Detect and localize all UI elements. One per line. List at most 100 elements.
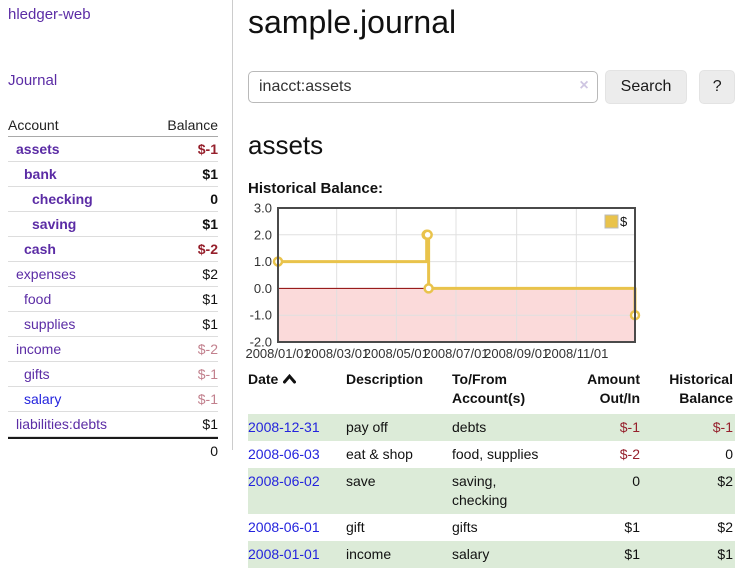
transaction-amount: $-1 bbox=[619, 419, 640, 435]
account-column-header: Account bbox=[8, 117, 59, 133]
account-balance: $1 bbox=[202, 216, 218, 232]
svg-text:2008/11/01: 2008/11/01 bbox=[544, 346, 608, 361]
account-link-food[interactable]: food bbox=[24, 291, 52, 307]
account-link-assets[interactable]: assets bbox=[16, 141, 60, 157]
account-row: supplies $1 bbox=[8, 312, 218, 337]
register-row: 2008-01-01 income salary $1 $1 bbox=[248, 541, 735, 568]
account-row: assets $-1 bbox=[8, 137, 218, 162]
account-row: income $-2 bbox=[8, 337, 218, 362]
transaction-accounts: saving, checking bbox=[452, 473, 508, 508]
transaction-amount: $1 bbox=[624, 519, 640, 535]
account-row: gifts $-1 bbox=[8, 362, 218, 387]
account-link-saving[interactable]: saving bbox=[32, 216, 77, 232]
historical-balance-chart: 3.0 2.0 1.0 0.0 -1.0 -2.0 2008/01/01 2008/03/01… bbox=[245, 201, 708, 364]
register-row: 2008-06-02 save saving, checking 0 $2 bbox=[248, 468, 735, 514]
account-row: liabilities:debts $1 bbox=[8, 412, 218, 437]
transaction-description: gift bbox=[346, 519, 365, 535]
account-balance: 0 bbox=[210, 191, 218, 207]
search-form: × Search ? bbox=[248, 70, 735, 104]
register-header-amount: Amount Out/In bbox=[587, 371, 640, 406]
account-balance: $1 bbox=[202, 416, 218, 432]
account-balance: $2 bbox=[202, 266, 218, 282]
register-header-accounts: To/From Account(s) bbox=[452, 371, 526, 406]
transaction-description: pay off bbox=[346, 419, 388, 435]
sidebar: hledger-web Journal Account Balance asse… bbox=[0, 0, 233, 459]
chart-label: Historical Balance: bbox=[248, 180, 384, 197]
svg-text:-2.0: -2.0 bbox=[250, 335, 272, 350]
search-button[interactable]: Search bbox=[604, 70, 688, 104]
account-link-gifts[interactable]: gifts bbox=[24, 366, 50, 382]
svg-text:3.0: 3.0 bbox=[254, 201, 272, 216]
transaction-date-link[interactable]: 2008-06-02 bbox=[248, 473, 320, 489]
transaction-date-link[interactable]: 2008-01-01 bbox=[248, 546, 320, 562]
transaction-description: eat & shop bbox=[346, 446, 413, 462]
register-header-date[interactable]: Date bbox=[248, 367, 346, 414]
transaction-date-link[interactable]: 2008-06-01 bbox=[248, 519, 320, 535]
transaction-date-link[interactable]: 2008-12-31 bbox=[248, 419, 320, 435]
sidebar-item-journal[interactable]: Journal bbox=[8, 72, 58, 89]
transaction-accounts: gifts bbox=[452, 519, 478, 535]
transaction-balance: $-1 bbox=[712, 419, 733, 435]
transaction-accounts: debts bbox=[452, 419, 487, 435]
account-link-liabilities-debts[interactable]: liabilities:debts bbox=[16, 416, 108, 432]
svg-text:1.0: 1.0 bbox=[254, 254, 272, 269]
page-title: sample.journal bbox=[248, 4, 457, 40]
transaction-amount: 0 bbox=[632, 473, 640, 489]
svg-text:-1.0: -1.0 bbox=[250, 308, 272, 323]
svg-text:2008/03/01: 2008/03/01 bbox=[304, 346, 369, 361]
account-balance: $-1 bbox=[197, 391, 218, 407]
register-row: 2008-06-01 gift gifts $1 $2 bbox=[248, 514, 735, 541]
accounts-table: Account Balance assets $-1 bank $1 check… bbox=[8, 109, 218, 463]
account-balance: $-1 bbox=[197, 366, 218, 382]
transaction-description: income bbox=[346, 546, 392, 562]
search-input[interactable] bbox=[248, 71, 598, 103]
account-link-expenses[interactable]: expenses bbox=[16, 266, 76, 282]
transaction-balance: 0 bbox=[725, 446, 733, 462]
transaction-balance: $2 bbox=[717, 519, 733, 535]
accounts-total-value: 0 bbox=[210, 443, 218, 459]
account-balance: $1 bbox=[202, 166, 218, 182]
date-header-label: Date bbox=[248, 371, 279, 387]
account-link-checking[interactable]: checking bbox=[32, 191, 93, 207]
svg-text:$: $ bbox=[620, 214, 628, 229]
account-row: bank $1 bbox=[8, 162, 218, 187]
account-row: expenses $2 bbox=[8, 262, 218, 287]
account-link-supplies[interactable]: supplies bbox=[24, 316, 76, 332]
transaction-amount: $-2 bbox=[619, 446, 640, 462]
register-header-description: Description bbox=[346, 371, 424, 387]
register-row: 2008-12-31 pay off debts $-1 $-1 bbox=[248, 414, 735, 441]
balance-column-header: Balance bbox=[167, 117, 218, 133]
transaction-balance: $1 bbox=[717, 546, 733, 562]
account-link-cash[interactable]: cash bbox=[24, 241, 56, 257]
register-header-row: Date Description To/From Account(s) Amou… bbox=[248, 367, 735, 414]
register-table: Date Description To/From Account(s) Amou… bbox=[248, 367, 735, 568]
register-row: 2008-06-03 eat & shop food, supplies $-2… bbox=[248, 441, 735, 468]
sort-ascending-icon bbox=[283, 370, 297, 389]
accounts-table-header: Account Balance bbox=[8, 109, 218, 137]
main-content: sample.journal × Search ? assets Histori… bbox=[245, 0, 735, 568]
help-button[interactable]: ? bbox=[699, 70, 735, 104]
register-header-balance: Historical Balance bbox=[669, 371, 733, 406]
account-balance: $1 bbox=[202, 291, 218, 307]
svg-text:2008/07/01: 2008/07/01 bbox=[423, 346, 488, 361]
transaction-accounts: food, supplies bbox=[452, 446, 539, 462]
account-balance: $-1 bbox=[197, 141, 218, 157]
account-balance: $1 bbox=[202, 316, 218, 332]
account-row: salary $-1 bbox=[8, 387, 218, 412]
account-row: cash $-2 bbox=[8, 237, 218, 262]
account-link-bank[interactable]: bank bbox=[24, 166, 57, 182]
clear-search-icon[interactable]: × bbox=[579, 77, 589, 94]
transaction-date-link[interactable]: 2008-06-03 bbox=[248, 446, 320, 462]
account-link-income[interactable]: income bbox=[16, 341, 62, 357]
app-brand-link[interactable]: hledger-web bbox=[8, 6, 91, 23]
svg-text:2008/09/01: 2008/09/01 bbox=[484, 346, 549, 361]
accounts-total-row: 0 bbox=[8, 437, 218, 463]
transaction-balance: $2 bbox=[717, 473, 733, 489]
chart-canvas: 3.0 2.0 1.0 0.0 -1.0 -2.02008/01/012008/03/01… bbox=[245, 201, 641, 361]
svg-text:2008/05/01: 2008/05/01 bbox=[364, 346, 429, 361]
account-row: food $1 bbox=[8, 287, 218, 312]
transaction-description: save bbox=[346, 473, 376, 489]
svg-text:0.0: 0.0 bbox=[254, 281, 272, 296]
account-link-salary[interactable]: salary bbox=[24, 391, 62, 407]
account-balance: $-2 bbox=[197, 341, 218, 357]
